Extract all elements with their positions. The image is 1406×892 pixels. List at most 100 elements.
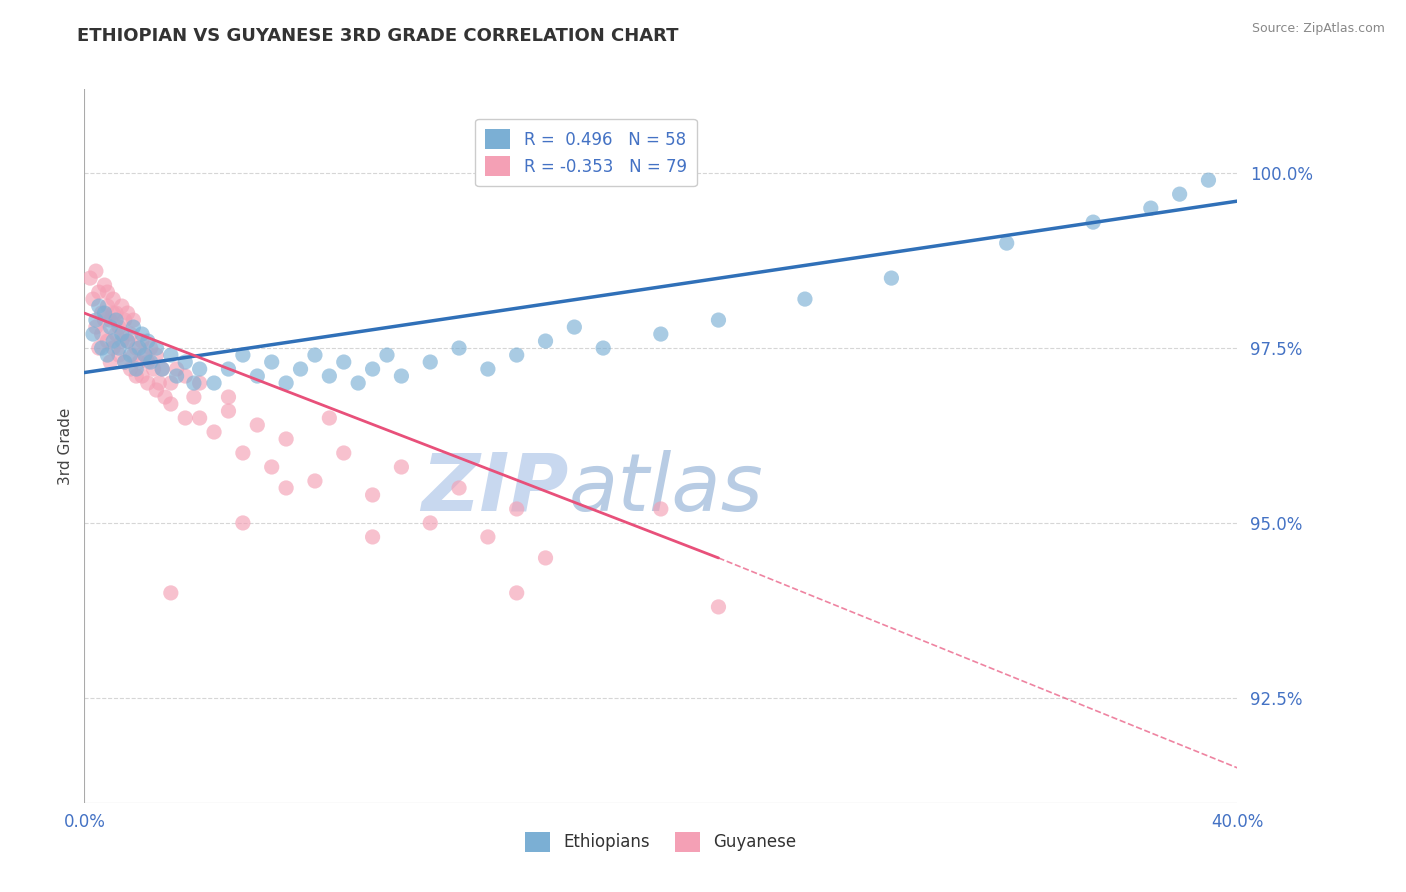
Point xyxy=(150,362,173,376)
Point xyxy=(125,369,148,384)
Point xyxy=(150,362,173,376)
Point xyxy=(96,348,118,362)
Point xyxy=(96,334,118,348)
Point xyxy=(995,236,1018,251)
Point xyxy=(1168,187,1191,202)
Point xyxy=(90,306,112,320)
Point xyxy=(125,341,148,355)
Point xyxy=(218,404,240,418)
Point xyxy=(134,348,156,362)
Point xyxy=(232,516,254,530)
Point xyxy=(120,348,142,362)
Point xyxy=(419,355,441,369)
Point xyxy=(87,341,110,355)
Point xyxy=(131,327,153,342)
Point xyxy=(98,355,121,369)
Point xyxy=(136,376,159,390)
Point xyxy=(103,341,124,355)
Legend: Ethiopians, Guyanese: Ethiopians, Guyanese xyxy=(519,825,803,859)
Point xyxy=(188,376,211,390)
Point xyxy=(391,460,413,475)
Point xyxy=(111,299,134,313)
Point xyxy=(114,355,136,369)
Point xyxy=(707,599,730,614)
Point xyxy=(276,481,298,495)
Point xyxy=(246,369,269,384)
Point xyxy=(477,362,499,376)
Point xyxy=(202,425,225,439)
Point xyxy=(506,348,529,362)
Point xyxy=(105,327,128,342)
Point xyxy=(160,348,183,362)
Point xyxy=(117,334,139,348)
Point xyxy=(142,362,165,376)
Point xyxy=(650,502,672,516)
Text: ETHIOPIAN VS GUYANESE 3RD GRADE CORRELATION CHART: ETHIOPIAN VS GUYANESE 3RD GRADE CORRELAT… xyxy=(77,27,679,45)
Point xyxy=(90,341,112,355)
Point xyxy=(93,313,115,327)
Point xyxy=(246,417,269,432)
Point xyxy=(120,327,142,342)
Point xyxy=(188,362,211,376)
Point xyxy=(117,306,139,320)
Point xyxy=(218,362,240,376)
Point xyxy=(117,334,139,348)
Point xyxy=(148,376,170,390)
Point xyxy=(174,369,197,384)
Point xyxy=(111,334,134,348)
Point xyxy=(82,327,104,342)
Point xyxy=(82,292,104,306)
Point xyxy=(333,355,356,369)
Point xyxy=(145,383,167,397)
Point xyxy=(103,292,124,306)
Point xyxy=(139,355,162,369)
Point xyxy=(361,488,384,502)
Point xyxy=(98,320,121,334)
Point xyxy=(131,334,153,348)
Point xyxy=(347,376,370,390)
Y-axis label: 3rd Grade: 3rd Grade xyxy=(58,408,73,484)
Point xyxy=(218,390,240,404)
Point xyxy=(84,313,107,327)
Point xyxy=(79,271,101,285)
Point xyxy=(122,313,145,327)
Point xyxy=(202,376,225,390)
Point xyxy=(90,327,112,342)
Point xyxy=(650,327,672,342)
Point xyxy=(166,362,188,376)
Point xyxy=(153,390,176,404)
Point xyxy=(128,355,150,369)
Point xyxy=(145,341,167,355)
Point xyxy=(375,348,398,362)
Point xyxy=(794,292,817,306)
Point xyxy=(361,362,384,376)
Point xyxy=(707,313,730,327)
Text: Source: ZipAtlas.com: Source: ZipAtlas.com xyxy=(1251,22,1385,36)
Point xyxy=(105,313,128,327)
Text: atlas: atlas xyxy=(568,450,763,528)
Point xyxy=(361,530,384,544)
Point xyxy=(84,320,107,334)
Point xyxy=(166,369,188,384)
Point xyxy=(87,285,110,299)
Point xyxy=(260,355,283,369)
Point xyxy=(108,341,131,355)
Point xyxy=(290,362,312,376)
Point xyxy=(122,320,145,334)
Point xyxy=(160,586,183,600)
Point xyxy=(93,278,115,293)
Point xyxy=(139,341,162,355)
Point xyxy=(103,334,124,348)
Point xyxy=(105,306,128,320)
Point xyxy=(84,264,107,278)
Point xyxy=(122,348,145,362)
Point xyxy=(114,355,136,369)
Point xyxy=(145,348,167,362)
Point xyxy=(304,474,326,488)
Point xyxy=(128,341,150,355)
Point xyxy=(174,355,197,369)
Point xyxy=(477,530,499,544)
Point xyxy=(93,306,115,320)
Point xyxy=(419,516,441,530)
Point xyxy=(1140,201,1163,215)
